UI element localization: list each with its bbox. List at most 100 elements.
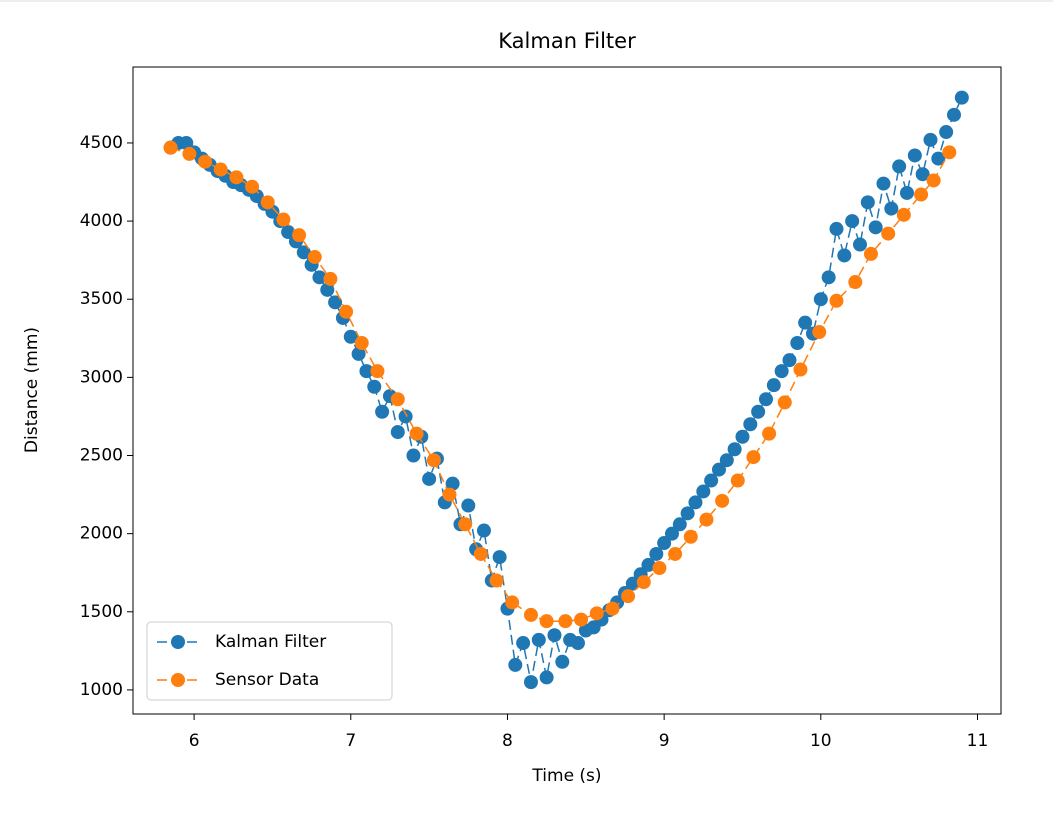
point — [229, 170, 244, 185]
legend-marker — [171, 673, 185, 687]
point — [926, 173, 941, 188]
point — [245, 179, 260, 194]
point — [782, 353, 797, 368]
point — [751, 404, 766, 419]
point — [881, 226, 896, 241]
point — [860, 195, 875, 210]
plot-frame — [132, 66, 1002, 715]
point — [798, 315, 813, 330]
point — [409, 426, 424, 441]
point — [547, 628, 562, 643]
point — [641, 557, 656, 572]
legend-label: Kalman Filter — [215, 632, 326, 652]
point — [743, 417, 758, 432]
point — [727, 442, 742, 457]
point — [876, 176, 891, 191]
point — [343, 329, 358, 344]
point — [523, 607, 538, 622]
y-tick-label: 2500 — [80, 446, 123, 466]
legend-label: Sensor Data — [215, 670, 319, 690]
point — [458, 517, 473, 532]
point — [821, 270, 836, 285]
point — [426, 453, 441, 468]
point — [523, 675, 538, 690]
point — [508, 657, 523, 672]
point — [837, 248, 852, 263]
point — [328, 295, 343, 310]
x-tick-label: 11 — [967, 731, 989, 751]
point — [939, 125, 954, 140]
point — [320, 282, 335, 297]
point — [766, 378, 781, 393]
point — [589, 606, 604, 621]
point — [312, 270, 327, 285]
legend-box — [146, 621, 393, 701]
point — [774, 364, 789, 379]
point — [931, 151, 946, 166]
point — [213, 162, 228, 177]
point — [296, 245, 311, 260]
point — [390, 425, 405, 440]
point — [946, 107, 961, 122]
y-tick-label: 3500 — [80, 289, 123, 309]
point — [359, 364, 374, 379]
point — [292, 228, 307, 243]
y-tick-label: 3000 — [80, 367, 123, 387]
point — [625, 576, 640, 591]
point — [198, 154, 213, 169]
point — [954, 90, 969, 105]
point — [516, 636, 531, 651]
x-tick-label: 6 — [189, 731, 200, 751]
point — [390, 392, 405, 407]
point — [896, 207, 911, 222]
point — [367, 379, 382, 394]
point — [696, 484, 711, 499]
point — [163, 140, 178, 155]
point — [914, 187, 929, 202]
point — [668, 546, 683, 561]
x-tick-label: 10 — [810, 731, 832, 751]
point — [179, 135, 194, 150]
point — [711, 462, 726, 477]
point — [812, 325, 827, 340]
point — [790, 335, 805, 350]
point — [649, 546, 664, 561]
point — [555, 654, 570, 669]
point — [489, 573, 504, 588]
point — [899, 185, 914, 200]
point — [848, 275, 863, 290]
point — [672, 517, 687, 532]
point — [688, 495, 703, 510]
point — [505, 595, 520, 610]
y-tick-label: 1500 — [80, 602, 123, 622]
point — [260, 195, 275, 210]
point — [863, 246, 878, 261]
point — [915, 167, 930, 182]
point — [570, 636, 585, 651]
point — [307, 250, 322, 265]
point — [492, 550, 507, 565]
x-tick-label: 8 — [502, 731, 513, 751]
point — [574, 612, 589, 627]
y-tick-label: 2000 — [80, 524, 123, 544]
point — [370, 364, 385, 379]
point — [445, 476, 460, 491]
chart-title: Kalman Filter — [498, 29, 636, 53]
y-tick-label: 1000 — [80, 680, 123, 700]
point — [539, 614, 554, 629]
point — [558, 614, 573, 629]
point — [699, 512, 714, 527]
point — [664, 526, 679, 541]
point — [636, 575, 651, 590]
point — [829, 221, 844, 236]
point — [657, 536, 672, 551]
y-tick-label: 4500 — [80, 133, 123, 153]
x-axis-label: Time (s) — [531, 766, 601, 786]
point — [323, 271, 338, 286]
point — [652, 561, 667, 576]
point — [852, 237, 867, 252]
point — [605, 601, 620, 616]
point — [746, 450, 761, 465]
point — [476, 523, 491, 538]
